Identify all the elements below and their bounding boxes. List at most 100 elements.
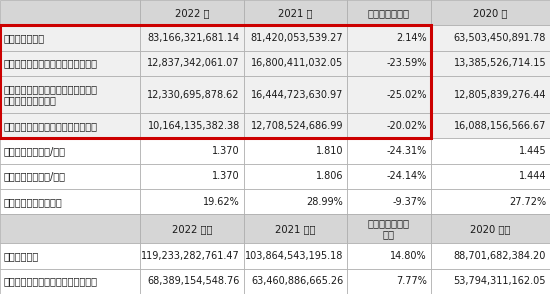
Text: 归属于上市公司股东的净利润（元）: 归属于上市公司股东的净利润（元） [4,59,98,69]
Bar [431,25,550,51]
Bar [431,0,550,25]
Bar [347,51,431,76]
Text: -9.37%: -9.37% [393,197,427,207]
Bar [140,269,244,294]
Text: 1.370: 1.370 [212,171,240,181]
Bar [244,164,347,189]
Bar [0,113,140,138]
Text: 103,864,543,195.18: 103,864,543,195.18 [245,251,343,261]
Bar [244,76,347,113]
Bar [347,76,431,113]
Text: 总资产（元）: 总资产（元） [4,251,39,261]
Bar [347,243,431,269]
Text: 88,701,682,384.20: 88,701,682,384.20 [454,251,546,261]
Bar [244,25,347,51]
Text: 营业收入（元）: 营业收入（元） [4,33,45,43]
Text: 14.80%: 14.80% [390,251,427,261]
Bar [431,164,550,189]
Bar [0,0,140,25]
Text: 本年比上年增减: 本年比上年增减 [368,8,410,18]
Text: 63,460,886,665.26: 63,460,886,665.26 [251,276,343,286]
Bar [244,243,347,269]
Bar [431,113,550,138]
Bar [140,51,244,76]
Text: -20.02%: -20.02% [387,121,427,131]
Text: 12,330,695,878.62: 12,330,695,878.62 [147,90,240,100]
Text: 1.370: 1.370 [212,146,240,156]
Bar [244,189,347,214]
Text: -25.02%: -25.02% [386,90,427,100]
Bar [0,25,431,138]
Bar [140,0,244,25]
Text: 63,503,450,891.78: 63,503,450,891.78 [454,33,546,43]
Text: 16,088,156,566.67: 16,088,156,566.67 [454,121,546,131]
Bar [244,214,347,243]
Text: 2020 年: 2020 年 [473,8,508,18]
Bar [431,138,550,164]
Bar [0,164,140,189]
Text: 基本每股收益（元/股）: 基本每股收益（元/股） [4,146,66,156]
Bar [244,0,347,25]
Bar [140,243,244,269]
Bar [347,138,431,164]
Text: -23.59%: -23.59% [387,59,427,69]
Bar [347,269,431,294]
Bar [0,25,140,51]
Bar [140,189,244,214]
Text: 1.445: 1.445 [519,146,546,156]
Bar [431,76,550,113]
Text: 119,233,282,761.47: 119,233,282,761.47 [141,251,240,261]
Text: 19.62%: 19.62% [203,197,240,207]
Text: 本年末比上年末
增减: 本年末比上年末 增减 [368,218,410,240]
Text: 16,800,411,032.05: 16,800,411,032.05 [251,59,343,69]
Text: 2021 年: 2021 年 [278,8,312,18]
Text: -24.31%: -24.31% [387,146,427,156]
Bar [431,243,550,269]
Text: 16,444,723,630.97: 16,444,723,630.97 [251,90,343,100]
Text: 2022 年: 2022 年 [175,8,209,18]
Text: 1.444: 1.444 [519,171,546,181]
Text: 28.99%: 28.99% [306,197,343,207]
Text: 12,805,839,276.44: 12,805,839,276.44 [454,90,546,100]
Bar [0,51,140,76]
Text: 2021 年末: 2021 年末 [275,224,316,234]
Text: -24.14%: -24.14% [387,171,427,181]
Text: 1.806: 1.806 [316,171,343,181]
Text: 加权平均净资产收益率: 加权平均净资产收益率 [4,197,63,207]
Bar [0,138,140,164]
Bar [140,164,244,189]
Text: 27.72%: 27.72% [509,197,546,207]
Bar [140,76,244,113]
Bar [244,138,347,164]
Bar [140,214,244,243]
Text: 7.77%: 7.77% [396,276,427,286]
Bar [431,269,550,294]
Bar [347,25,431,51]
Bar [0,243,140,269]
Bar [347,214,431,243]
Text: 12,837,342,061.07: 12,837,342,061.07 [147,59,240,69]
Text: 10,164,135,382.38: 10,164,135,382.38 [147,121,240,131]
Bar [140,138,244,164]
Text: 2022 年末: 2022 年末 [172,224,212,234]
Bar [244,51,347,76]
Bar [431,214,550,243]
Bar [140,25,244,51]
Bar [0,189,140,214]
Text: 53,794,311,162.05: 53,794,311,162.05 [454,276,546,286]
Text: 稀释每股收益（元/股）: 稀释每股收益（元/股） [4,171,66,181]
Bar [140,113,244,138]
Bar [347,189,431,214]
Bar [0,76,140,113]
Bar [0,269,140,294]
Bar [0,214,140,243]
Bar [431,51,550,76]
Text: 83,166,321,681.14: 83,166,321,681.14 [147,33,240,43]
Bar [347,164,431,189]
Text: 13,385,526,714.15: 13,385,526,714.15 [454,59,546,69]
Text: 归属于上市公司股东的扣除非经常性
损益的净利润（元）: 归属于上市公司股东的扣除非经常性 损益的净利润（元） [4,84,98,105]
Bar [244,113,347,138]
Text: 2020 年末: 2020 年末 [470,224,510,234]
Bar [347,113,431,138]
Text: 1.810: 1.810 [316,146,343,156]
